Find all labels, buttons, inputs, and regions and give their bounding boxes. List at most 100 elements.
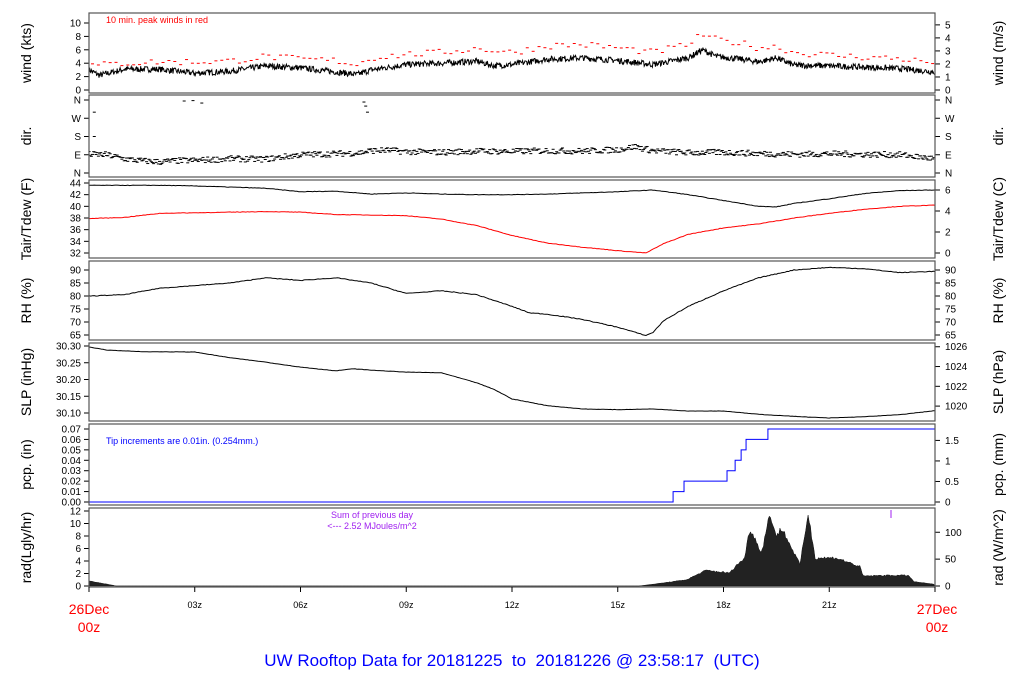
y-axis-label-pcp: pcp. (in) bbox=[18, 439, 34, 490]
y-tick-label: N bbox=[74, 169, 81, 180]
y-axis-label-right-wind: wind (m/s) bbox=[990, 21, 1006, 87]
y-tick-label: 90 bbox=[70, 266, 82, 277]
y-tick-label: 36 bbox=[70, 225, 82, 236]
y-tick-label-right: 4 bbox=[945, 33, 951, 44]
tip-increment-note: Tip increments are 0.01in. (0.254mm.) bbox=[106, 436, 258, 446]
temp-line-Tdew bbox=[89, 204, 935, 254]
peak-wind-note: 10 min. peak winds in red bbox=[106, 15, 208, 25]
panel-wind: wind (kts) wind (m/s) 0 2 4 6 8 10 0 1 2 3 4 5 10 min.… bbox=[18, 12, 1006, 97]
y-tick-label: 4 bbox=[75, 557, 81, 568]
y-tick-label-right: 2 bbox=[945, 228, 951, 239]
y-tick-label: 12 bbox=[70, 507, 82, 518]
plot-area-pcp bbox=[89, 428, 935, 503]
y-tick-label: 0 bbox=[75, 582, 81, 593]
y-tick-label: 30.30 bbox=[56, 342, 81, 353]
y-tick-label: 75 bbox=[70, 305, 82, 316]
y-tick-label: 10 bbox=[70, 19, 82, 30]
plot-area-rh bbox=[89, 266, 935, 337]
y-tick-label: 0.04 bbox=[62, 456, 82, 467]
y-tick-label: 2 bbox=[75, 569, 81, 580]
panel-rh: RH (%) RH (%) 65 70 75 80 85 90 65 70 75 80 85 90 bbox=[18, 260, 1006, 342]
y-tick-label: 32 bbox=[70, 249, 82, 260]
temp-line-Tair bbox=[89, 184, 935, 208]
x-tick-label: 09z bbox=[399, 600, 414, 610]
y-tick-label-right: 0 bbox=[945, 86, 951, 97]
y-tick-label-right: 1022 bbox=[945, 382, 968, 393]
y-tick-label-right: S bbox=[945, 132, 952, 143]
plot-area-temp bbox=[89, 184, 935, 254]
y-tick-label: 0.03 bbox=[62, 466, 82, 477]
y-tick-label-right: 1020 bbox=[945, 402, 968, 413]
y-tick-label-right: 1024 bbox=[945, 362, 968, 373]
y-tick-label-right: 70 bbox=[945, 318, 957, 329]
rh-line-0 bbox=[89, 266, 935, 337]
y-tick-label: 2 bbox=[75, 72, 81, 83]
y-tick-label: 80 bbox=[70, 292, 82, 303]
plot-area-rad bbox=[89, 514, 935, 587]
slp-line-0 bbox=[89, 346, 935, 419]
y-tick-label: 6 bbox=[75, 544, 81, 555]
panel-frame-temp bbox=[88, 179, 936, 259]
y-tick-label: 0.05 bbox=[62, 445, 82, 456]
y-tick-label: 10 bbox=[70, 519, 82, 530]
y-tick-label-right: 0 bbox=[945, 498, 951, 509]
panel-frame-rh bbox=[88, 260, 936, 341]
y-tick-label: E bbox=[74, 150, 81, 161]
y-tick-label: S bbox=[74, 132, 81, 143]
y-tick-label-right: 1.5 bbox=[945, 436, 959, 447]
y-tick-label: 0.02 bbox=[62, 477, 82, 488]
x-tick-label: 12z bbox=[505, 600, 520, 610]
y-axis-label-right-slp: SLP (hPa) bbox=[990, 350, 1006, 414]
panel-frame-pcp bbox=[88, 423, 936, 506]
x-end-time: 00z bbox=[926, 619, 949, 635]
page-title: UW Rooftop Data for 20181225 to 20181226… bbox=[264, 651, 759, 670]
y-tick-label-right: 90 bbox=[945, 266, 957, 277]
panel-frame-slp bbox=[88, 342, 936, 422]
plot-area-dir bbox=[89, 100, 935, 165]
panel-frame-dir bbox=[88, 94, 936, 178]
x-end-date: 27Dec bbox=[917, 601, 957, 617]
panel-frame-wind bbox=[88, 12, 936, 94]
y-axis-label-right-pcp: pcp. (mm) bbox=[990, 433, 1006, 496]
y-tick-label: 0.01 bbox=[62, 487, 82, 498]
y-tick-label: 6 bbox=[75, 45, 81, 56]
x-tick-label: 18z bbox=[716, 600, 731, 610]
y-axis-label-slp: SLP (inHg) bbox=[18, 348, 34, 416]
y-tick-label: 34 bbox=[70, 237, 82, 248]
y-tick-label: 4 bbox=[75, 59, 81, 70]
y-axis-label-right-rad: rad (W/m^2) bbox=[990, 509, 1006, 586]
x-tick-label: 15z bbox=[610, 600, 625, 610]
y-tick-label: 0.00 bbox=[62, 498, 82, 509]
y-tick-label-right: 1026 bbox=[945, 342, 968, 353]
x-start-date: 26Dec bbox=[69, 601, 109, 617]
y-tick-label-right: 3 bbox=[945, 46, 951, 57]
y-tick-label-right: W bbox=[945, 114, 955, 125]
y-tick-label: N bbox=[74, 96, 81, 107]
y-tick-label-right: 75 bbox=[945, 305, 957, 316]
y-tick-label: 0.07 bbox=[62, 425, 82, 436]
panel-pcp: pcp. (in) pcp. (mm)0.000.010.020.030.040.… bbox=[18, 423, 1006, 509]
y-tick-label-right: 5 bbox=[945, 20, 951, 31]
panel-slp: SLP (inHg) SLP (hPa) 30.10 30.15 30.20 30.25 3… bbox=[18, 342, 1006, 422]
y-axis-label-rad: rad(Lgly/hr) bbox=[18, 512, 34, 584]
panel-temp: Tair/Tdew (F) Tair/Tdew (C)32343638404244… bbox=[18, 177, 1006, 261]
y-axis-label-temp: Tair/Tdew (F) bbox=[18, 178, 34, 260]
rad-sum-note: Sum of previous day bbox=[331, 510, 414, 520]
y-tick-label: 30.15 bbox=[56, 392, 81, 403]
radiation-area bbox=[89, 514, 935, 587]
y-tick-label: 0.06 bbox=[62, 435, 82, 446]
x-tick-label: 21z bbox=[822, 600, 837, 610]
y-tick-label: 42 bbox=[70, 190, 82, 201]
plot-area-slp bbox=[89, 346, 935, 419]
y-tick-label: 85 bbox=[70, 279, 82, 290]
y-tick-label-right: 6 bbox=[945, 186, 951, 197]
rad-sum-value: <--- 2.52 MJoules/m^2 bbox=[327, 521, 417, 531]
y-tick-label-right: 85 bbox=[945, 279, 957, 290]
x-tick-label: 03z bbox=[187, 600, 202, 610]
y-axis-label-right-temp: Tair/Tdew (C) bbox=[990, 177, 1006, 261]
x-start-time: 00z bbox=[78, 619, 101, 635]
y-tick-label: 30.20 bbox=[56, 375, 81, 386]
y-tick-label: 65 bbox=[70, 331, 82, 342]
y-tick-label: W bbox=[72, 114, 82, 125]
